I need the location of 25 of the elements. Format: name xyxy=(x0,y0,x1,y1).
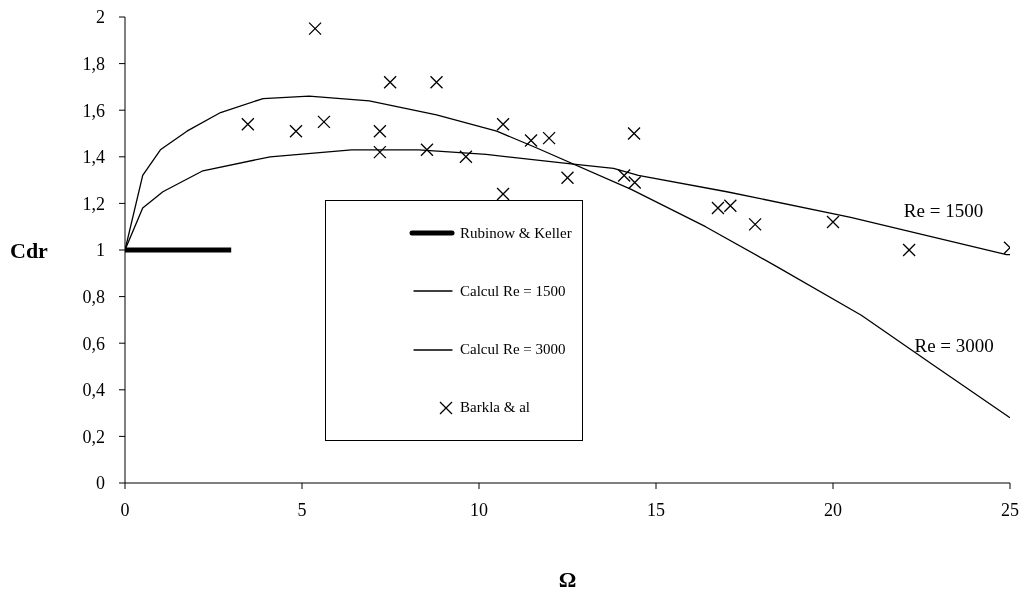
y-tick-label: 0,2 xyxy=(82,426,105,447)
y-tick-label: 1,6 xyxy=(82,100,105,121)
y-tick-label: 1,2 xyxy=(82,193,105,214)
x-tick-label: 0 xyxy=(120,499,130,520)
x-tick-label: 5 xyxy=(297,499,307,520)
legend-label: Calcul Re = 1500 xyxy=(460,282,566,300)
y-tick-label: 2 xyxy=(96,7,105,28)
x-tick-label: 10 xyxy=(470,499,488,520)
legend-label: Barkla & al xyxy=(460,399,530,417)
y-tick-label: 0,8 xyxy=(82,286,105,307)
x-axis-title: Ω xyxy=(558,567,577,592)
y-tick-label: 1,8 xyxy=(82,53,105,74)
x-tick-label: 15 xyxy=(647,499,665,520)
x-tick-label: 20 xyxy=(824,499,842,520)
y-tick-label: 1,4 xyxy=(82,147,105,168)
y-tick-label: 1 xyxy=(96,240,105,261)
annotation: Re = 3000 xyxy=(914,335,994,357)
legend-label: Rubinow & Keller xyxy=(460,224,572,242)
y-tick-label: 0,6 xyxy=(82,333,105,354)
y-tick-label: 0 xyxy=(96,473,105,494)
y-tick-label: 0,4 xyxy=(82,380,105,401)
y-axis-title: Cdr xyxy=(10,237,49,263)
x-tick-label: 25 xyxy=(1001,499,1019,520)
legend-label: Calcul Re = 3000 xyxy=(460,341,566,359)
annotation: Re = 1500 xyxy=(903,200,984,222)
